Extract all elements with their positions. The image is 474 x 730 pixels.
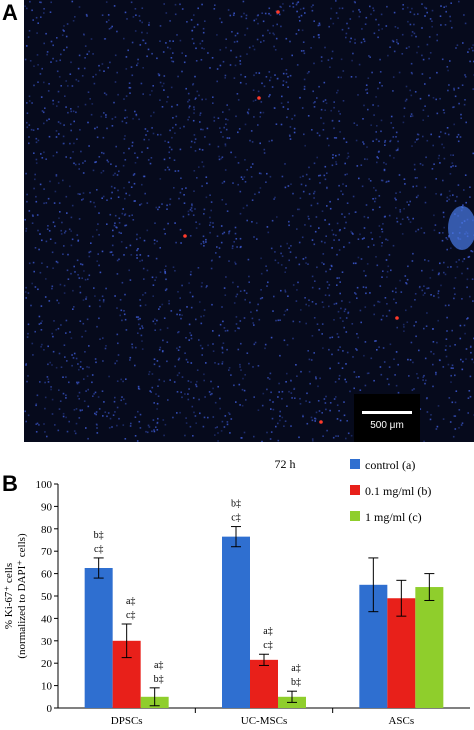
significance-label: a‡: [154, 660, 163, 671]
y-tick-label: 70: [41, 546, 53, 558]
legend-label: 0.1 mg/ml (b): [365, 484, 431, 498]
y-tick-label: 50: [41, 591, 53, 603]
x-category-label: ASCs: [388, 715, 414, 727]
panel-b-label: B: [2, 471, 18, 496]
y-tick-label: 30: [41, 636, 53, 648]
fluorescence-micrograph: 500 μm: [24, 0, 474, 442]
bar: [84, 568, 113, 708]
chart-title: 72 h: [275, 457, 296, 471]
significance-label: b‡: [94, 530, 104, 541]
y-tick-label: 0: [47, 703, 53, 715]
y-tick-label: 100: [36, 479, 53, 491]
bright-cell-cluster: [448, 206, 474, 250]
bar: [415, 587, 444, 708]
ki67-positive-cell: [319, 420, 323, 424]
micrograph-image: [24, 0, 474, 442]
legend-label: 1 mg/ml (c): [365, 510, 422, 524]
legend-label: control (a): [365, 458, 415, 472]
significance-label: b‡: [291, 677, 301, 688]
ki67-positive-cell: [183, 234, 187, 238]
bar: [222, 536, 250, 708]
significance-label: c‡: [126, 610, 135, 621]
bar-chart: 72 h % Ki-67⁺ cells(normalized to DAPI⁺ c…: [3, 457, 470, 727]
legend-swatch: [350, 459, 360, 469]
bar: [250, 659, 278, 708]
y-tick-label: 40: [41, 613, 53, 625]
y-tick-label: 80: [41, 524, 53, 536]
ki67-positive-cell: [395, 316, 399, 320]
ki67-positive-cell: [276, 10, 280, 14]
significance-label: b‡: [231, 499, 241, 510]
ki67-positive-cell: [257, 96, 261, 100]
y-tick-label: 60: [41, 569, 53, 581]
significance-label: c‡: [231, 513, 240, 524]
y-tick-label: 90: [41, 501, 53, 513]
dapi-nuclei: [24, 0, 474, 442]
significance-label: c‡: [263, 640, 272, 651]
x-category-label: UC-MSCs: [241, 715, 287, 727]
panel-a-label: A: [2, 0, 18, 25]
legend-swatch: [350, 485, 360, 495]
y-tick-label: 10: [41, 681, 53, 693]
significance-label: a‡: [263, 626, 272, 637]
y-tick-label: 20: [41, 658, 53, 670]
significance-label: b‡: [154, 674, 164, 685]
significance-label: a‡: [126, 596, 135, 607]
significance-label: c‡: [94, 544, 103, 555]
legend: control (a) 0.1 mg/ml (b) 1 mg/ml (c): [350, 458, 431, 524]
scale-bar-line: [362, 411, 412, 414]
scale-bar-label: 500 μm: [370, 420, 404, 431]
y-axis-label: % Ki-67⁺ cells(normalized to DAPI⁺ cells…: [3, 533, 28, 659]
significance-label: a‡: [291, 663, 300, 674]
legend-swatch: [350, 511, 360, 521]
x-category-label: DPSCs: [111, 715, 143, 727]
scale-bar: 500 μm: [354, 394, 420, 442]
